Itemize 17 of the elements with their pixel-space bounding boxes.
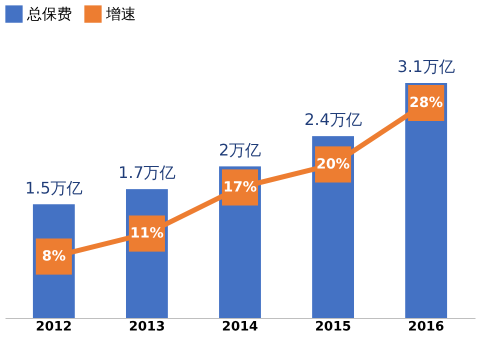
data-label: 8% [42,248,66,265]
x-tick-label: 2015 [314,320,352,334]
x-tick-label: 2016 [408,320,444,334]
data-label: 2万亿 [218,140,262,160]
x-tick-label: 2014 [222,320,258,334]
data-label: 3.1万亿 [397,57,455,76]
x-tick-label: 2012 [36,320,72,334]
legend-label: 总保费 [26,5,72,24]
data-label: 28% [409,95,443,111]
data-label: 17% [223,179,257,196]
data-label: 2.4万亿 [304,110,362,130]
data-label: 20% [316,156,350,172]
legend-label: 增速 [105,5,136,24]
data-label: 11% [130,226,164,242]
data-label: 1.5万亿 [25,178,83,198]
x-tick-label: 2013 [128,320,166,334]
data-label: 1.7万亿 [118,163,176,182]
